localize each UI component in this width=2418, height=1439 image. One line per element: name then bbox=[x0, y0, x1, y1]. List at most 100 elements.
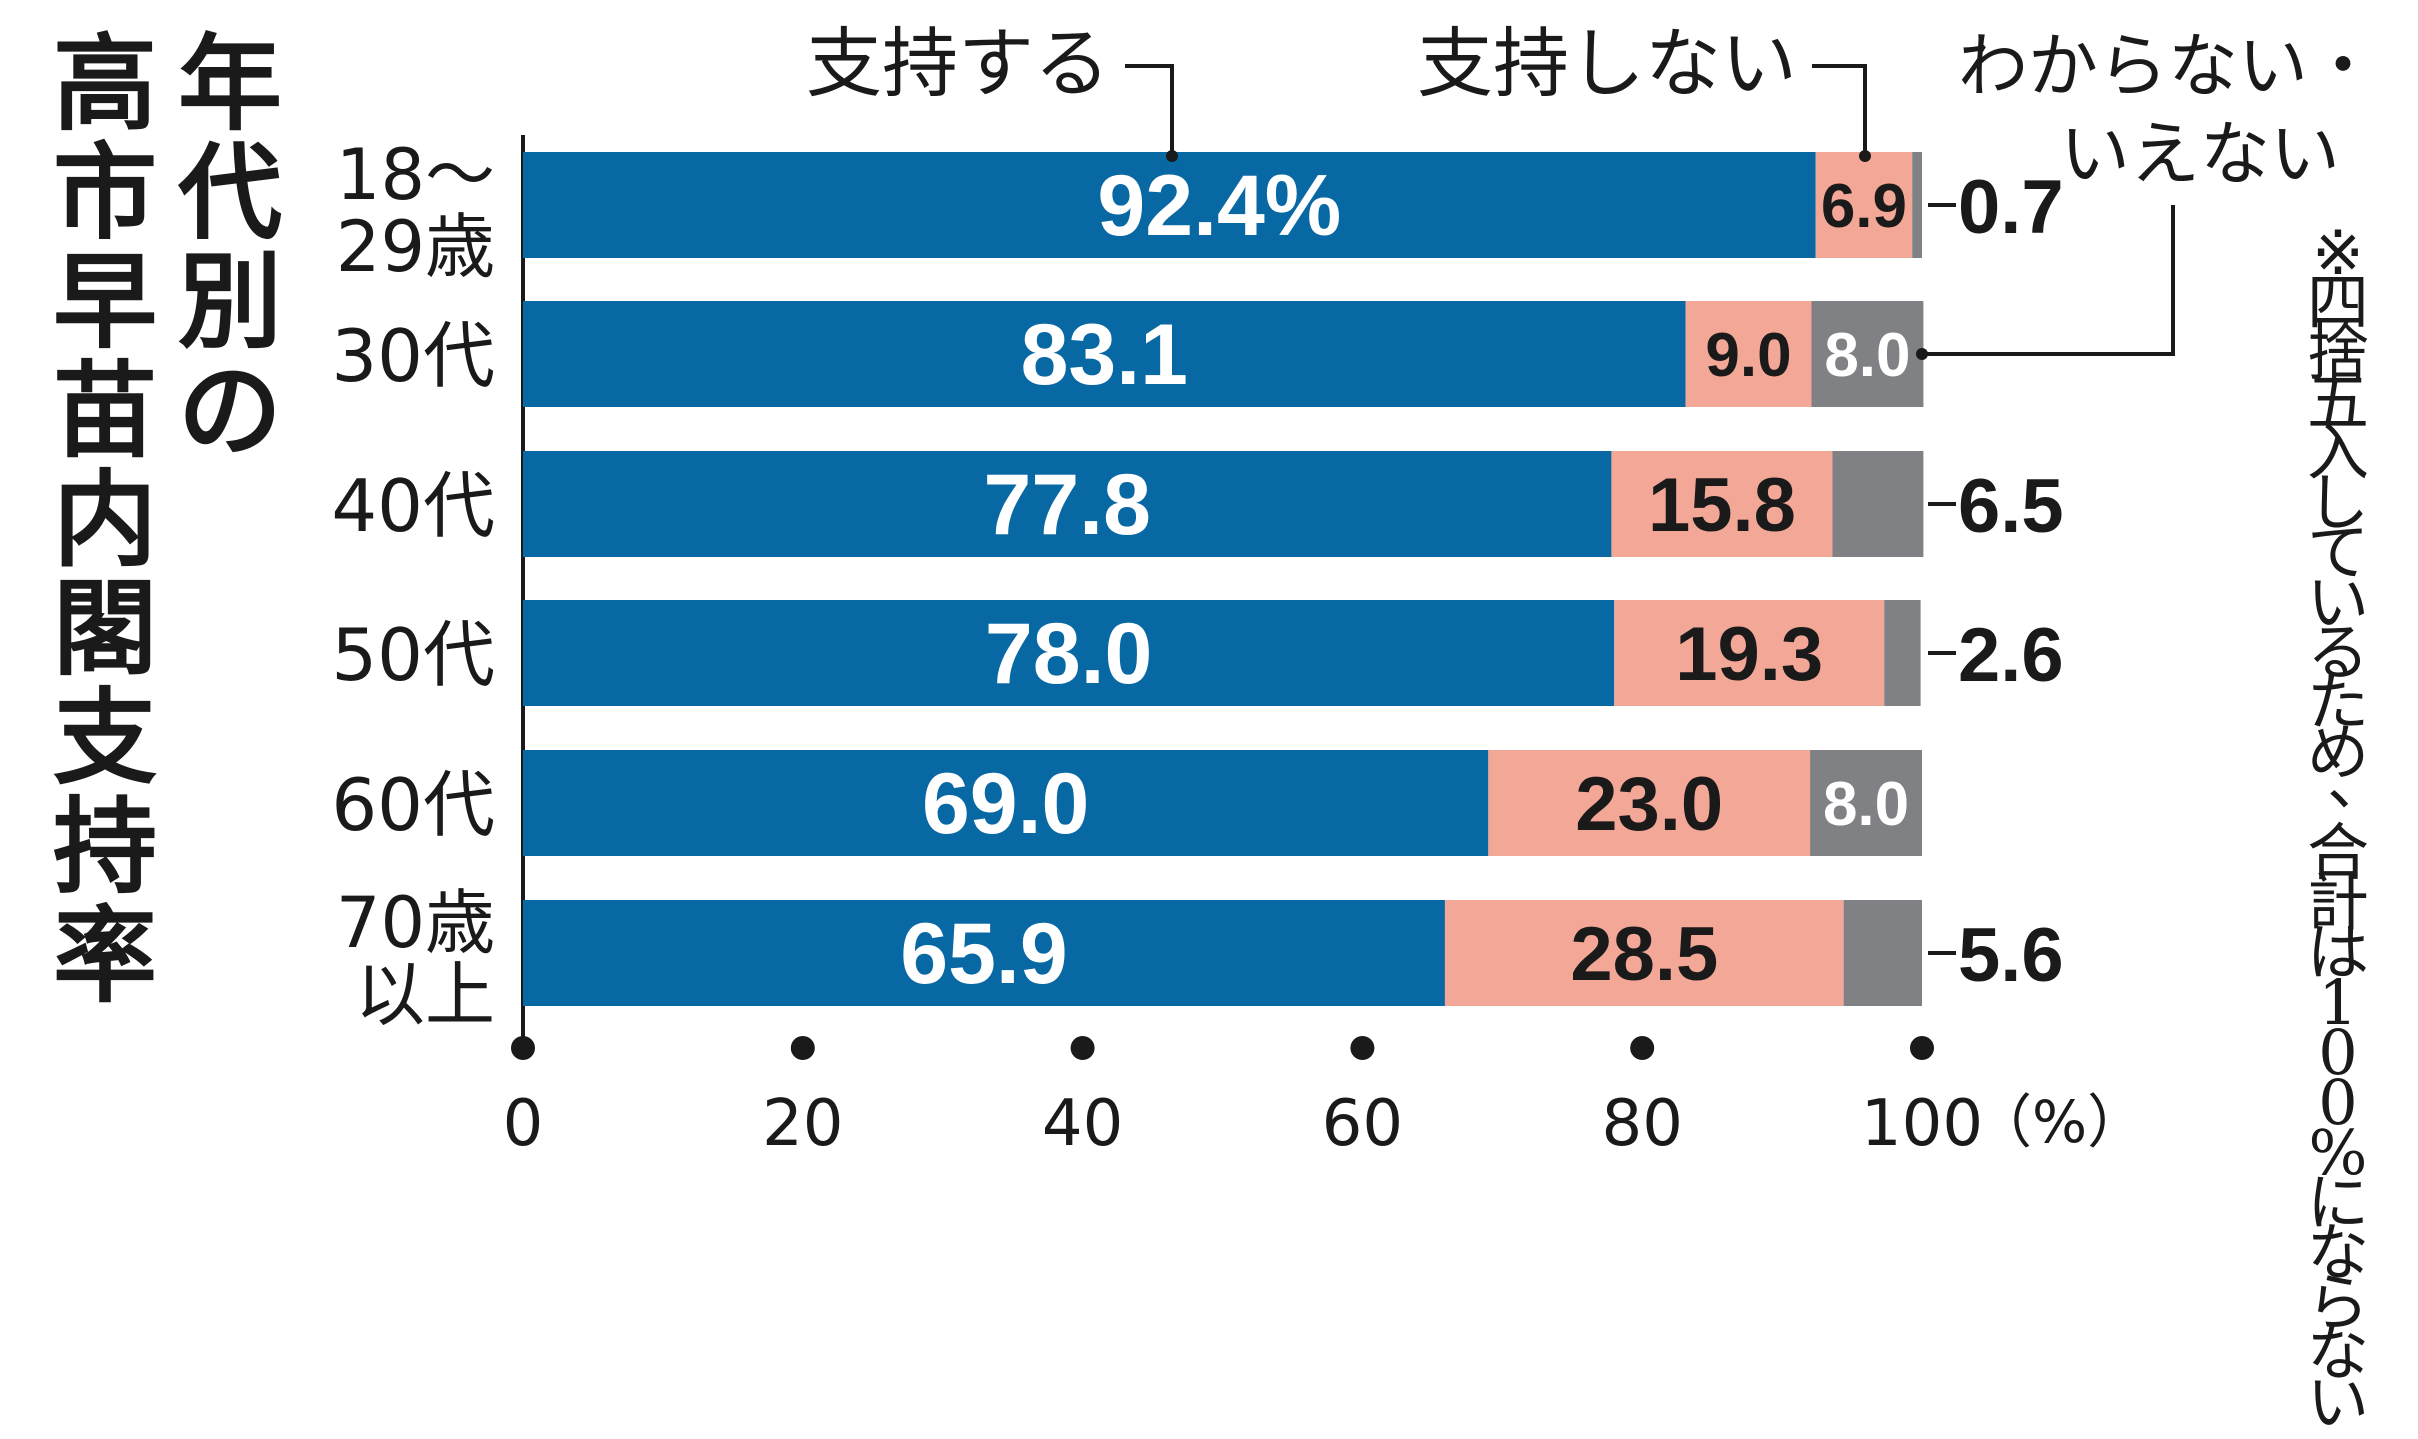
data-label-unknown: 2.6 bbox=[1958, 613, 2064, 698]
note-char: 計 bbox=[2306, 866, 2369, 939]
title-char: の bbox=[177, 350, 282, 472]
bar-segment-support bbox=[523, 301, 1686, 407]
data-label-support: 78.0 bbox=[985, 606, 1152, 702]
x-tick-dot bbox=[511, 1036, 535, 1060]
title-char: 苗 bbox=[52, 350, 157, 472]
legend-leader-dot bbox=[1859, 150, 1871, 162]
note-char: 0 bbox=[2318, 1066, 2358, 1139]
bar-segment-support bbox=[523, 900, 1445, 1006]
x-tick-label: 40 bbox=[1042, 1087, 1123, 1158]
data-label-unknown: 8.0 bbox=[1824, 321, 1910, 390]
bar-segment-support bbox=[523, 152, 1816, 258]
data-label-not-support: 6.9 bbox=[1821, 172, 1907, 241]
note-char: し bbox=[2306, 466, 2369, 539]
x-tick-dot bbox=[1350, 1036, 1375, 1060]
note-char: な bbox=[2306, 1216, 2369, 1289]
title-char: 別 bbox=[177, 241, 282, 363]
bar-segment-not-support bbox=[1685, 301, 1812, 407]
data-label-unknown: 8.0 bbox=[1823, 770, 1909, 839]
x-unit-label: （%） bbox=[1974, 1088, 2145, 1156]
note-char: 四 bbox=[2306, 266, 2369, 339]
note-char: % bbox=[2308, 1116, 2368, 1189]
note-char: 0 bbox=[2318, 1016, 2358, 1089]
category-label: 60代 bbox=[331, 763, 495, 847]
bar-segment-unknown bbox=[1811, 301, 1924, 407]
data-label-support: 83.1 bbox=[1021, 307, 1188, 403]
x-tick-label: 100 bbox=[1861, 1087, 1983, 1158]
category-label: 70歳 bbox=[336, 882, 495, 964]
x-tick-label: 20 bbox=[762, 1087, 843, 1158]
data-label-unknown: 6.5 bbox=[1958, 464, 2064, 549]
data-label-not-support: 15.8 bbox=[1648, 463, 1796, 548]
title-char: 高 bbox=[52, 23, 157, 145]
note-char: 五 bbox=[2306, 366, 2369, 439]
data-label-not-support: 23.0 bbox=[1575, 762, 1723, 847]
legend-leader-dot bbox=[1916, 348, 1928, 360]
note-char: ら bbox=[2306, 1266, 2369, 1339]
note-char: に bbox=[2306, 1166, 2369, 1239]
chart-title-line2: 年 代 別 の bbox=[165, 30, 295, 466]
bar-segment-support bbox=[523, 600, 1615, 706]
note-char: ※ bbox=[2312, 216, 2364, 289]
x-tick-dot bbox=[1070, 1036, 1095, 1060]
x-tick-label: 0 bbox=[503, 1087, 544, 1158]
data-label-unknown: 0.7 bbox=[1958, 165, 2064, 250]
x-tick-label: 80 bbox=[1601, 1087, 1682, 1158]
x-tick-label: 60 bbox=[1322, 1087, 1403, 1158]
legend-leader-not-support bbox=[1812, 64, 1867, 156]
note-char: 入 bbox=[2306, 416, 2369, 489]
note-char: 合 bbox=[2306, 816, 2369, 889]
note-char: 、 bbox=[2326, 746, 2389, 819]
legend-leader-dot bbox=[1166, 150, 1178, 162]
note-char: い bbox=[2306, 1366, 2369, 1439]
legend-leader-support bbox=[1125, 64, 1174, 156]
x-tick-dot bbox=[790, 1036, 815, 1060]
category-label: 30代 bbox=[331, 314, 495, 398]
data-label-not-support: 28.5 bbox=[1570, 912, 1718, 997]
legend-label-unknown-line1: わからない・ bbox=[1958, 25, 2378, 107]
bar-segment-unknown bbox=[1843, 900, 1922, 1006]
x-tick-dot bbox=[1910, 1036, 1934, 1060]
data-label-support: 92.4% bbox=[1097, 158, 1341, 254]
bar-segment-not-support bbox=[1488, 750, 1811, 856]
title-char: 持 bbox=[52, 786, 157, 908]
bar-segment-unknown bbox=[1832, 451, 1924, 557]
bar-segment-not-support bbox=[1444, 900, 1844, 1006]
title-char: 閣 bbox=[52, 568, 157, 690]
note-char: い bbox=[2306, 566, 2369, 639]
note-char: な bbox=[2306, 1316, 2369, 1389]
title-char: 支 bbox=[52, 677, 157, 799]
bar-segment-unknown bbox=[1912, 152, 1922, 258]
note-char: め bbox=[2306, 716, 2369, 789]
rounding-note: ※ 四捨五入しているため、合計は 1 0 0% にならない bbox=[2298, 216, 2389, 1439]
bar-segment-not-support bbox=[1614, 600, 1885, 706]
chart-title-line1: 高 市 早 苗 内 閣 支 持 率 bbox=[40, 30, 170, 1011]
title-char: 市 bbox=[52, 132, 157, 254]
note-char: 捨 bbox=[2306, 316, 2369, 389]
note-char: て bbox=[2306, 516, 2369, 589]
category-label: 40代 bbox=[331, 464, 495, 548]
bar-segment-not-support bbox=[1815, 152, 1913, 258]
title-char: 年 bbox=[177, 23, 282, 145]
category-label: 50代 bbox=[331, 613, 495, 697]
data-label-support: 65.9 bbox=[900, 906, 1067, 1002]
note-char: 1 bbox=[2318, 966, 2358, 1039]
note-char: る bbox=[2306, 616, 2369, 689]
legend-label-not-support: 支持しない bbox=[1417, 19, 1797, 108]
bar-segment-support bbox=[523, 750, 1489, 856]
data-label-support: 69.0 bbox=[922, 756, 1089, 852]
data-label-support: 77.8 bbox=[984, 457, 1151, 553]
title-char: 早 bbox=[52, 241, 157, 363]
bar-segment-support bbox=[523, 451, 1612, 557]
title-char: 内 bbox=[52, 459, 157, 581]
category-label: 29歳 bbox=[336, 206, 495, 288]
category-label: 以上 bbox=[355, 954, 495, 1036]
category-label: 18～ bbox=[336, 134, 495, 216]
data-label-unknown: 5.6 bbox=[1958, 913, 2064, 998]
note-char: た bbox=[2306, 666, 2369, 739]
legend-label-support: 支持する bbox=[806, 19, 1110, 108]
title-char: 代 bbox=[177, 132, 282, 254]
legend-label-unknown-line2: いえない bbox=[2060, 113, 2340, 195]
title-char: 率 bbox=[52, 895, 157, 1017]
